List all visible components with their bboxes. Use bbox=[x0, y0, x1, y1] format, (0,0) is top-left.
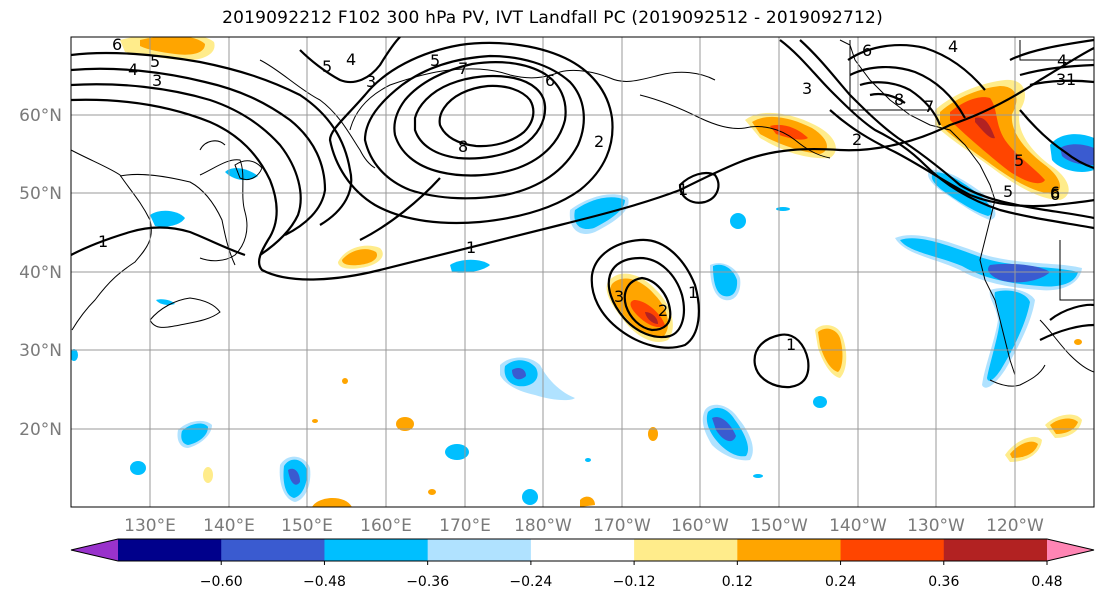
lat-label-30n: 30°N bbox=[19, 341, 62, 361]
contour-label: 1 bbox=[688, 283, 698, 302]
contour-label: 3 bbox=[366, 72, 376, 91]
colorbar-extend-high bbox=[1047, 539, 1094, 561]
lon-label-180w: 180°W bbox=[514, 516, 572, 536]
lon-label-150e: 150°E bbox=[281, 516, 333, 536]
contour-label: 7 bbox=[458, 59, 468, 78]
colorbar-tick-label: 0.36 bbox=[928, 574, 959, 590]
lon-label-120w: 120°W bbox=[986, 516, 1044, 536]
lon-label-130e: 130°E bbox=[124, 516, 176, 536]
contour-label: 1 bbox=[786, 335, 796, 354]
colorbar-cell bbox=[530, 539, 635, 561]
lat-label-20n: 20°N bbox=[19, 420, 62, 440]
contour-label: 4 bbox=[346, 50, 356, 69]
map-frame bbox=[70, 36, 1095, 508]
lon-label-140e: 140°E bbox=[203, 516, 255, 536]
contour-label: 6 bbox=[112, 35, 122, 54]
lon-label-140w: 140°W bbox=[829, 516, 887, 536]
colorbar-cell bbox=[324, 539, 429, 561]
contour-label: 2 bbox=[852, 130, 862, 149]
lon-label-160w: 160°W bbox=[671, 516, 729, 536]
contour-label: 6 bbox=[1050, 185, 1060, 204]
colorbar-cell bbox=[840, 539, 945, 561]
contour-label: 1 bbox=[466, 238, 476, 257]
colorbar-cell bbox=[221, 539, 325, 561]
colorbar-cell bbox=[118, 539, 222, 561]
positive-anomaly-shading bbox=[120, 37, 1082, 507]
pv-contours bbox=[71, 37, 1094, 389]
colorbar-cell bbox=[427, 539, 532, 561]
colorbar-extend-low bbox=[71, 539, 118, 561]
lon-label-170w: 170°W bbox=[593, 516, 651, 536]
colorbar-tick-label: −0.48 bbox=[303, 574, 346, 590]
contour-label: 3 bbox=[614, 287, 624, 306]
contour-label: 6 bbox=[545, 71, 555, 90]
contour-label: 2 bbox=[658, 301, 668, 320]
latitude-labels: 60°N 50°N 40°N 30°N 20°N bbox=[19, 106, 62, 440]
contour-label: 5 bbox=[322, 57, 332, 76]
colorbar-cell bbox=[943, 539, 1048, 561]
colorbar-tick-label: 0.48 bbox=[1031, 574, 1062, 590]
lon-label-150w: 150°W bbox=[750, 516, 808, 536]
contour-label: 1 bbox=[678, 180, 688, 199]
contour-label: 4 bbox=[1057, 51, 1067, 70]
colorbar: −0.60 −0.48 −0.36 −0.24 −0.12 0.12 0.24 0.36 0.4… bbox=[70, 538, 1095, 590]
contour-labels: 6 5 4 3 5 4 3 5 7 8 6 2 1 1 1 6 4 4 3 8 … bbox=[98, 35, 1076, 354]
contour-label: 3 bbox=[152, 71, 162, 90]
lon-label-130w: 130°W bbox=[907, 516, 965, 536]
colorbar-outline bbox=[70, 538, 1095, 562]
coastlines bbox=[71, 39, 1094, 387]
contour-label: 5 bbox=[1003, 182, 1013, 201]
contour-label: 5 bbox=[1014, 151, 1024, 170]
contour-label: 2 bbox=[594, 132, 604, 151]
contour-label: 8 bbox=[458, 137, 468, 156]
colorbar-tick-label: −0.24 bbox=[509, 574, 552, 590]
contour-label: 4 bbox=[128, 60, 138, 79]
graticule bbox=[71, 37, 1094, 507]
lat-label-60n: 60°N bbox=[19, 106, 62, 126]
contour-label: 6 bbox=[862, 41, 872, 60]
colorbar-tick-label: 0.12 bbox=[722, 574, 753, 590]
contour-label: 8 bbox=[894, 90, 904, 109]
longitude-labels: 130°E 140°E 150°E 160°E 170°E 180°W 170°… bbox=[124, 516, 1044, 536]
map-title: 2019092212 F102 300 hPa PV, IVT Landfall… bbox=[222, 8, 883, 28]
contour-label: 1 bbox=[1066, 70, 1076, 89]
colorbar-cell bbox=[634, 539, 738, 561]
negative-anomaly-shading bbox=[71, 134, 1094, 505]
colorbar-cell bbox=[737, 539, 842, 561]
contour-label: 6 bbox=[1050, 183, 1060, 202]
contour-label: 4 bbox=[948, 37, 958, 56]
colorbar-tick-label: 0.24 bbox=[825, 574, 856, 590]
contour-label: 3 bbox=[1056, 70, 1066, 89]
contour-label: 7 bbox=[924, 97, 934, 116]
map-plot-area bbox=[71, 37, 1094, 507]
contour-label: 5 bbox=[150, 52, 160, 71]
colorbar-tick-label: −0.36 bbox=[406, 574, 449, 590]
colorbar-tick-label: −0.60 bbox=[200, 574, 243, 590]
lon-label-160e: 160°E bbox=[360, 516, 412, 536]
lat-label-50n: 50°N bbox=[19, 184, 62, 204]
contour-label: 3 bbox=[802, 79, 812, 98]
lat-label-40n: 40°N bbox=[19, 263, 62, 283]
colorbar-tick-label: −0.12 bbox=[613, 574, 656, 590]
lon-label-170e: 170°E bbox=[439, 516, 491, 536]
contour-label: 1 bbox=[98, 232, 108, 251]
contour-label: 5 bbox=[430, 51, 440, 70]
